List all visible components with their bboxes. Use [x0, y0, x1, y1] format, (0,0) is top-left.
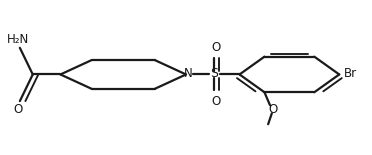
Text: O: O: [13, 103, 23, 116]
Text: S: S: [210, 67, 218, 80]
Text: H₂N: H₂N: [7, 33, 29, 46]
Text: O: O: [268, 103, 277, 116]
Text: O: O: [211, 95, 221, 108]
Text: Br: Br: [344, 67, 357, 80]
Text: O: O: [211, 41, 221, 54]
Text: N: N: [184, 67, 193, 80]
